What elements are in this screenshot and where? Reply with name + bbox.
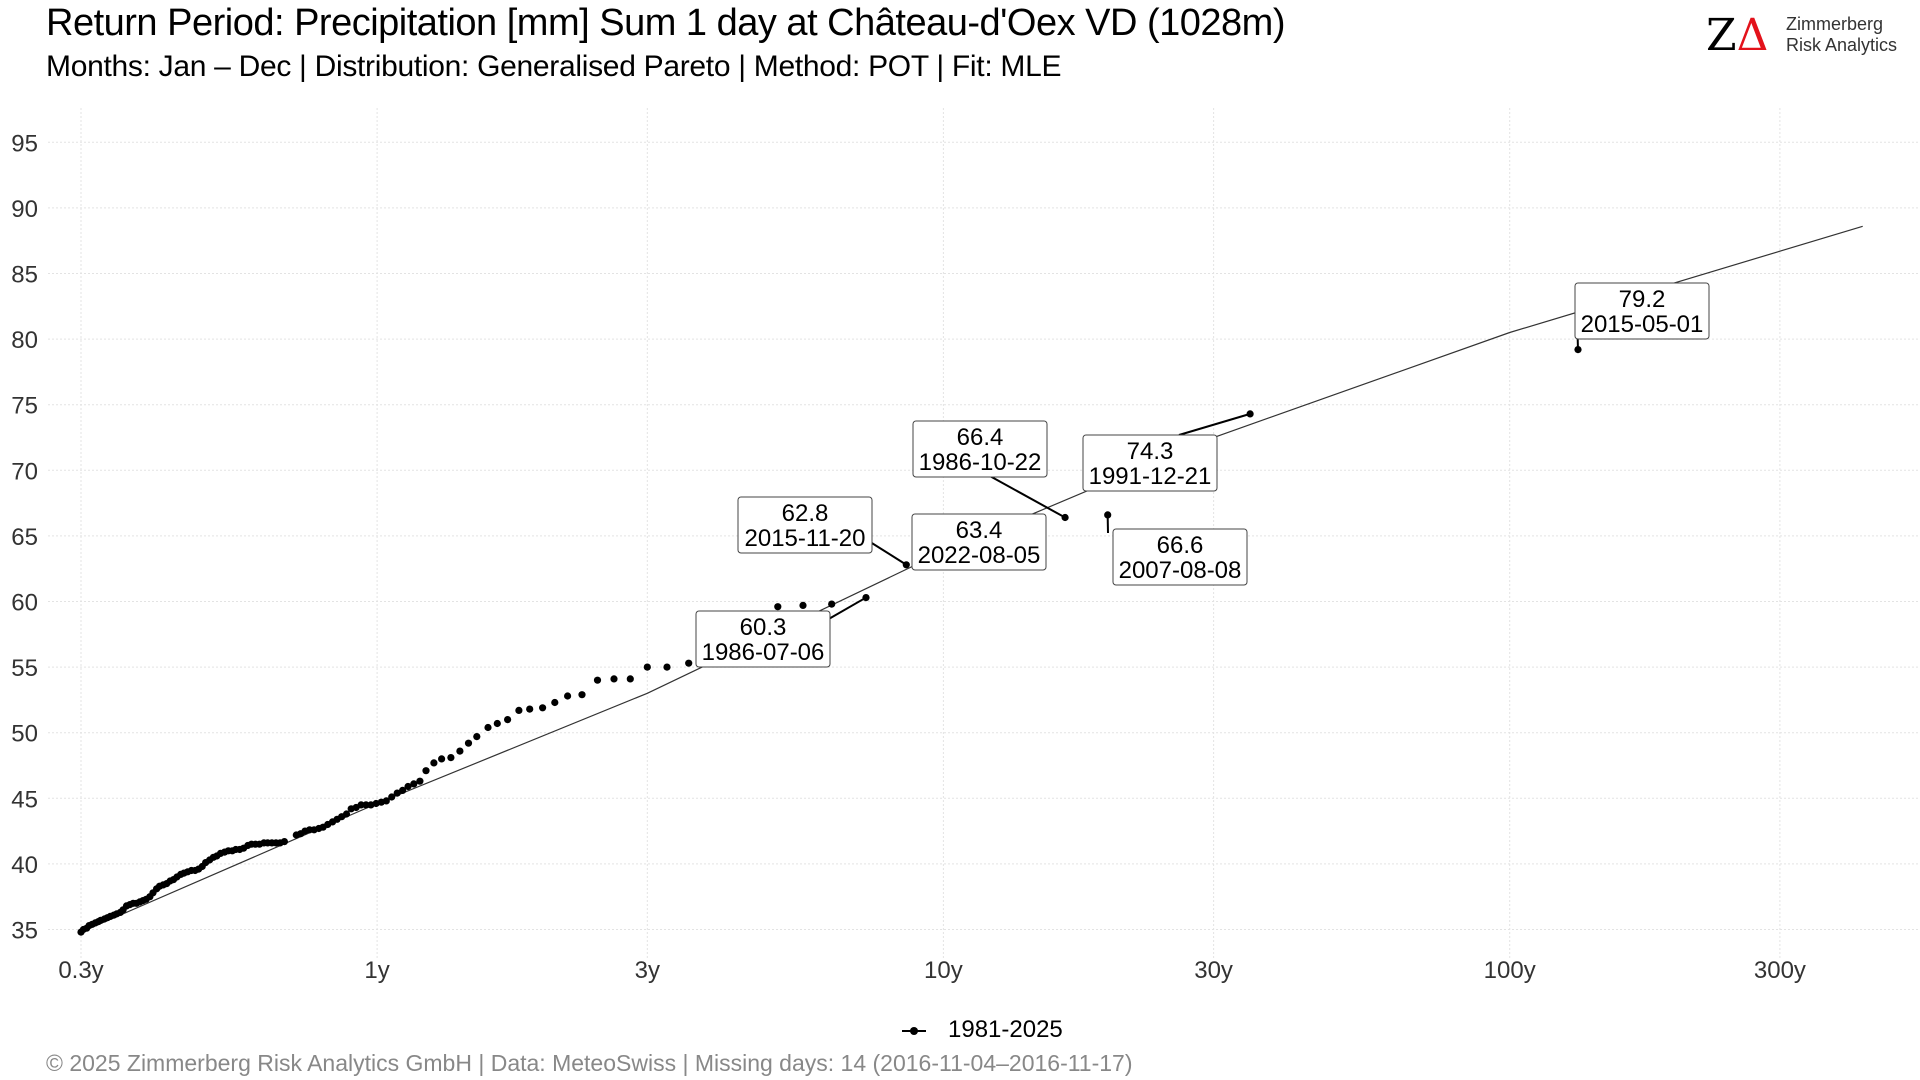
y-tick-label: 50 [11, 721, 38, 748]
data-point [564, 692, 572, 700]
data-point [493, 719, 501, 728]
annotation-value: 62.8 [782, 500, 829, 527]
data-point [526, 705, 534, 713]
data-point [484, 723, 492, 732]
annotation-date: 1991-12-21 [1089, 463, 1212, 490]
annotation-date: 2015-11-20 [745, 525, 866, 552]
x-tick-label: 3y [635, 957, 660, 984]
data-point [410, 780, 418, 788]
annotation-value: 66.4 [957, 424, 1004, 451]
y-tick-label: 80 [11, 327, 38, 354]
data-point [593, 676, 602, 684]
data-point [1574, 346, 1582, 354]
annotation-date: 2022-08-05 [918, 542, 1041, 569]
x-tick-label: 300y [1754, 957, 1806, 984]
x-tick-label: 100y [1484, 957, 1536, 984]
data-point [578, 691, 586, 699]
data-point [438, 755, 446, 763]
data-point [643, 663, 651, 671]
data-point [1104, 511, 1112, 519]
annotation-date: 1986-07-06 [702, 639, 825, 666]
chart-subtitle: Months: Jan – Dec | Distribution: Genera… [46, 50, 1062, 83]
annotation-leader [826, 596, 867, 621]
annotation-value: 74.3 [1127, 438, 1174, 465]
return-period-chart: 35 40 45 50 55 60 65 70 75 80 85 90 95 0.3y 1y 3y 10y 30y… [11, 108, 1920, 984]
data-point [280, 838, 288, 846]
annotation-date: 2007-08-08 [1119, 557, 1242, 584]
data-point [551, 698, 559, 707]
y-tick-label: 90 [11, 196, 38, 223]
data-point [388, 793, 396, 801]
annotation-box [737, 496, 873, 554]
data-point [828, 600, 836, 608]
annotation-leader [866, 539, 907, 566]
y-tick-label: 55 [11, 655, 38, 682]
y-tick-label: 60 [11, 590, 38, 617]
x-tick-label: 1y [364, 957, 389, 984]
logo-line-2: Risk Analytics [1786, 35, 1898, 55]
y-tick-label: 95 [11, 130, 38, 157]
logo-mark: ZΔ [1706, 8, 1768, 64]
data-point [447, 754, 455, 762]
y-tick-label: 75 [11, 393, 38, 420]
logo-z: Z [1706, 10, 1737, 61]
data-point [862, 594, 870, 602]
x-tick-label: 0.3y [58, 957, 103, 984]
logo-text: Zimmerberg Risk Analytics [1786, 14, 1897, 56]
annotation-leader [1178, 412, 1251, 436]
data-point [416, 777, 424, 785]
data-point [799, 601, 807, 610]
y-tick-label: 85 [11, 262, 38, 289]
logo-delta: Δ [1736, 10, 1769, 61]
data-point [626, 675, 634, 683]
data-point [382, 797, 390, 805]
annotation-value: 79.2 [1619, 286, 1666, 313]
logo-line-1: Zimmerberg [1786, 14, 1884, 34]
annotation-box [1082, 434, 1218, 492]
data-point [902, 561, 910, 569]
footer-credit: © 2025 Zimmerberg Risk Analytics GmbH | … [46, 1050, 1133, 1076]
data-point [1246, 410, 1254, 418]
company-logo: ZΔ Zimmerberg Risk Analytics [1706, 8, 1906, 64]
data-point [504, 716, 512, 724]
y-tick-label: 45 [11, 786, 38, 813]
data-point [342, 810, 351, 818]
data-point [539, 704, 547, 712]
annotation-box [912, 420, 1048, 478]
y-tick-label: 65 [11, 524, 38, 551]
annotation-date: 1986-10-22 [919, 449, 1042, 476]
chart-title: Return Period: Precipitation [mm] Sum 1 … [46, 2, 1285, 44]
data-point [456, 747, 464, 755]
data-point [473, 733, 481, 741]
annotation-box [911, 513, 1047, 571]
legend-label: 1981-2025 [948, 1016, 1063, 1043]
annotation-value: 63.4 [956, 517, 1003, 544]
y-tick-label: 70 [11, 458, 38, 485]
data-point [422, 767, 430, 775]
data-point [404, 782, 412, 791]
data-point [399, 786, 407, 795]
data-point [464, 739, 473, 747]
data-point [393, 789, 401, 797]
data-point [515, 706, 523, 715]
data-point [663, 663, 671, 671]
data-point [1061, 513, 1069, 522]
annotation-value: 60.3 [740, 614, 787, 641]
data-point [430, 759, 438, 767]
annotation-value: 66.6 [1157, 532, 1204, 559]
x-tick-label: 10y [924, 957, 963, 984]
legend-swatch [902, 1027, 926, 1035]
annotation-box [1112, 528, 1248, 586]
data-point [610, 675, 618, 683]
annotation-leader [978, 469, 1066, 519]
x-tick-label: 30y [1194, 957, 1233, 984]
data-point [774, 603, 782, 611]
y-tick-label: 40 [11, 852, 38, 879]
y-tick-label: 35 [11, 918, 38, 945]
data-point [685, 659, 693, 667]
annotation-date: 2015-05-01 [1581, 311, 1704, 338]
annotation-box [695, 610, 831, 668]
annotation-box [1574, 282, 1710, 340]
